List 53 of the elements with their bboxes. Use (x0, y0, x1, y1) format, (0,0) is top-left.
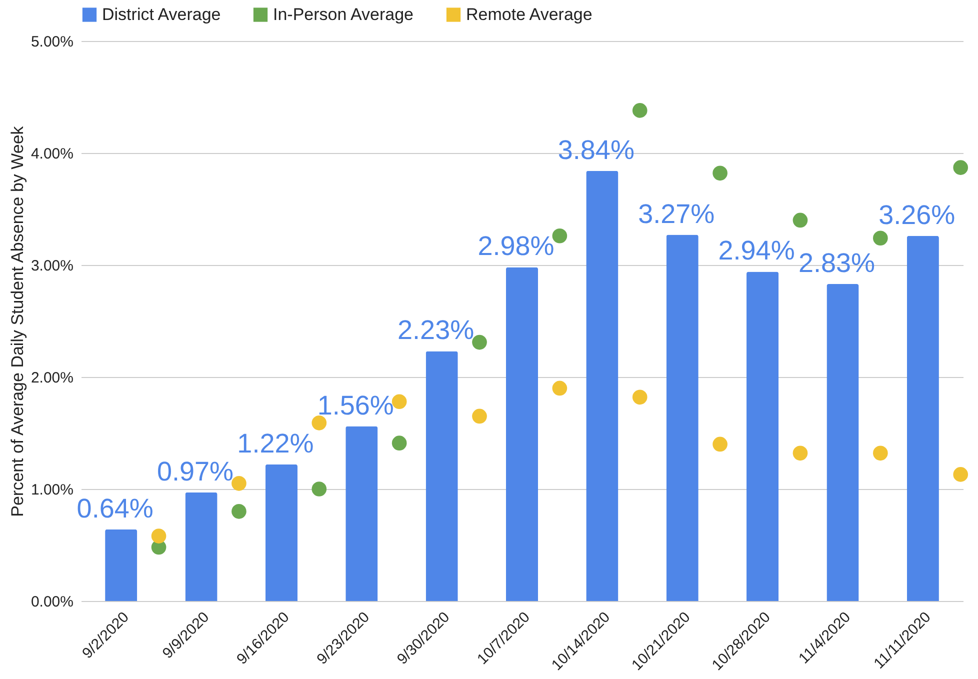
data-label: 0.64% (76, 493, 154, 524)
y-tick-label: 1.00% (30, 482, 74, 498)
point (392, 436, 407, 450)
point (472, 408, 487, 424)
bar (906, 236, 939, 601)
data-label: 0.97% (156, 456, 234, 486)
point (392, 394, 407, 410)
point (712, 436, 728, 452)
data-label: 3.84% (558, 134, 634, 165)
bar (826, 284, 859, 601)
bar (185, 492, 218, 601)
bar (265, 464, 298, 601)
data-label: 2.98% (478, 231, 554, 262)
point (232, 476, 246, 491)
bar (105, 529, 138, 601)
bar (586, 170, 618, 601)
point (312, 482, 327, 496)
point (872, 230, 888, 246)
legend-label: In-Person Average (273, 4, 414, 24)
y-tick-label: 5.00% (30, 34, 74, 50)
point (792, 212, 808, 228)
y-tick-label: 2.00% (30, 370, 74, 386)
legend-label: District Average (102, 4, 221, 24)
data-label: 1.22% (237, 428, 314, 458)
data-label: 3.27% (638, 198, 715, 229)
y-axis-title: Percent of Average Daily Student Absence by Week (8, 126, 27, 517)
data-label: 2.83% (798, 248, 876, 278)
bar (426, 351, 458, 601)
y-tick-label: 4.00% (30, 146, 74, 162)
y-tick-label: 0.00% (30, 594, 74, 610)
point (792, 446, 808, 461)
legend-label: Remote Average (466, 4, 592, 24)
bar (506, 267, 538, 601)
point (953, 160, 968, 175)
bar (746, 272, 779, 601)
point (632, 103, 648, 118)
data-label: 3.26% (878, 200, 956, 230)
bar (666, 234, 698, 601)
point (552, 380, 568, 396)
y-tick-label: 3.00% (30, 258, 74, 274)
point (872, 446, 888, 461)
bar (346, 426, 378, 601)
point (312, 416, 327, 430)
data-label: 1.56% (317, 390, 394, 420)
point (151, 528, 166, 544)
data-label: 2.23% (398, 315, 474, 346)
point (232, 504, 246, 519)
point (552, 228, 568, 244)
point (472, 334, 487, 350)
point (632, 390, 648, 405)
point (712, 166, 728, 181)
data-label: 2.94% (718, 236, 795, 266)
point (953, 467, 968, 482)
